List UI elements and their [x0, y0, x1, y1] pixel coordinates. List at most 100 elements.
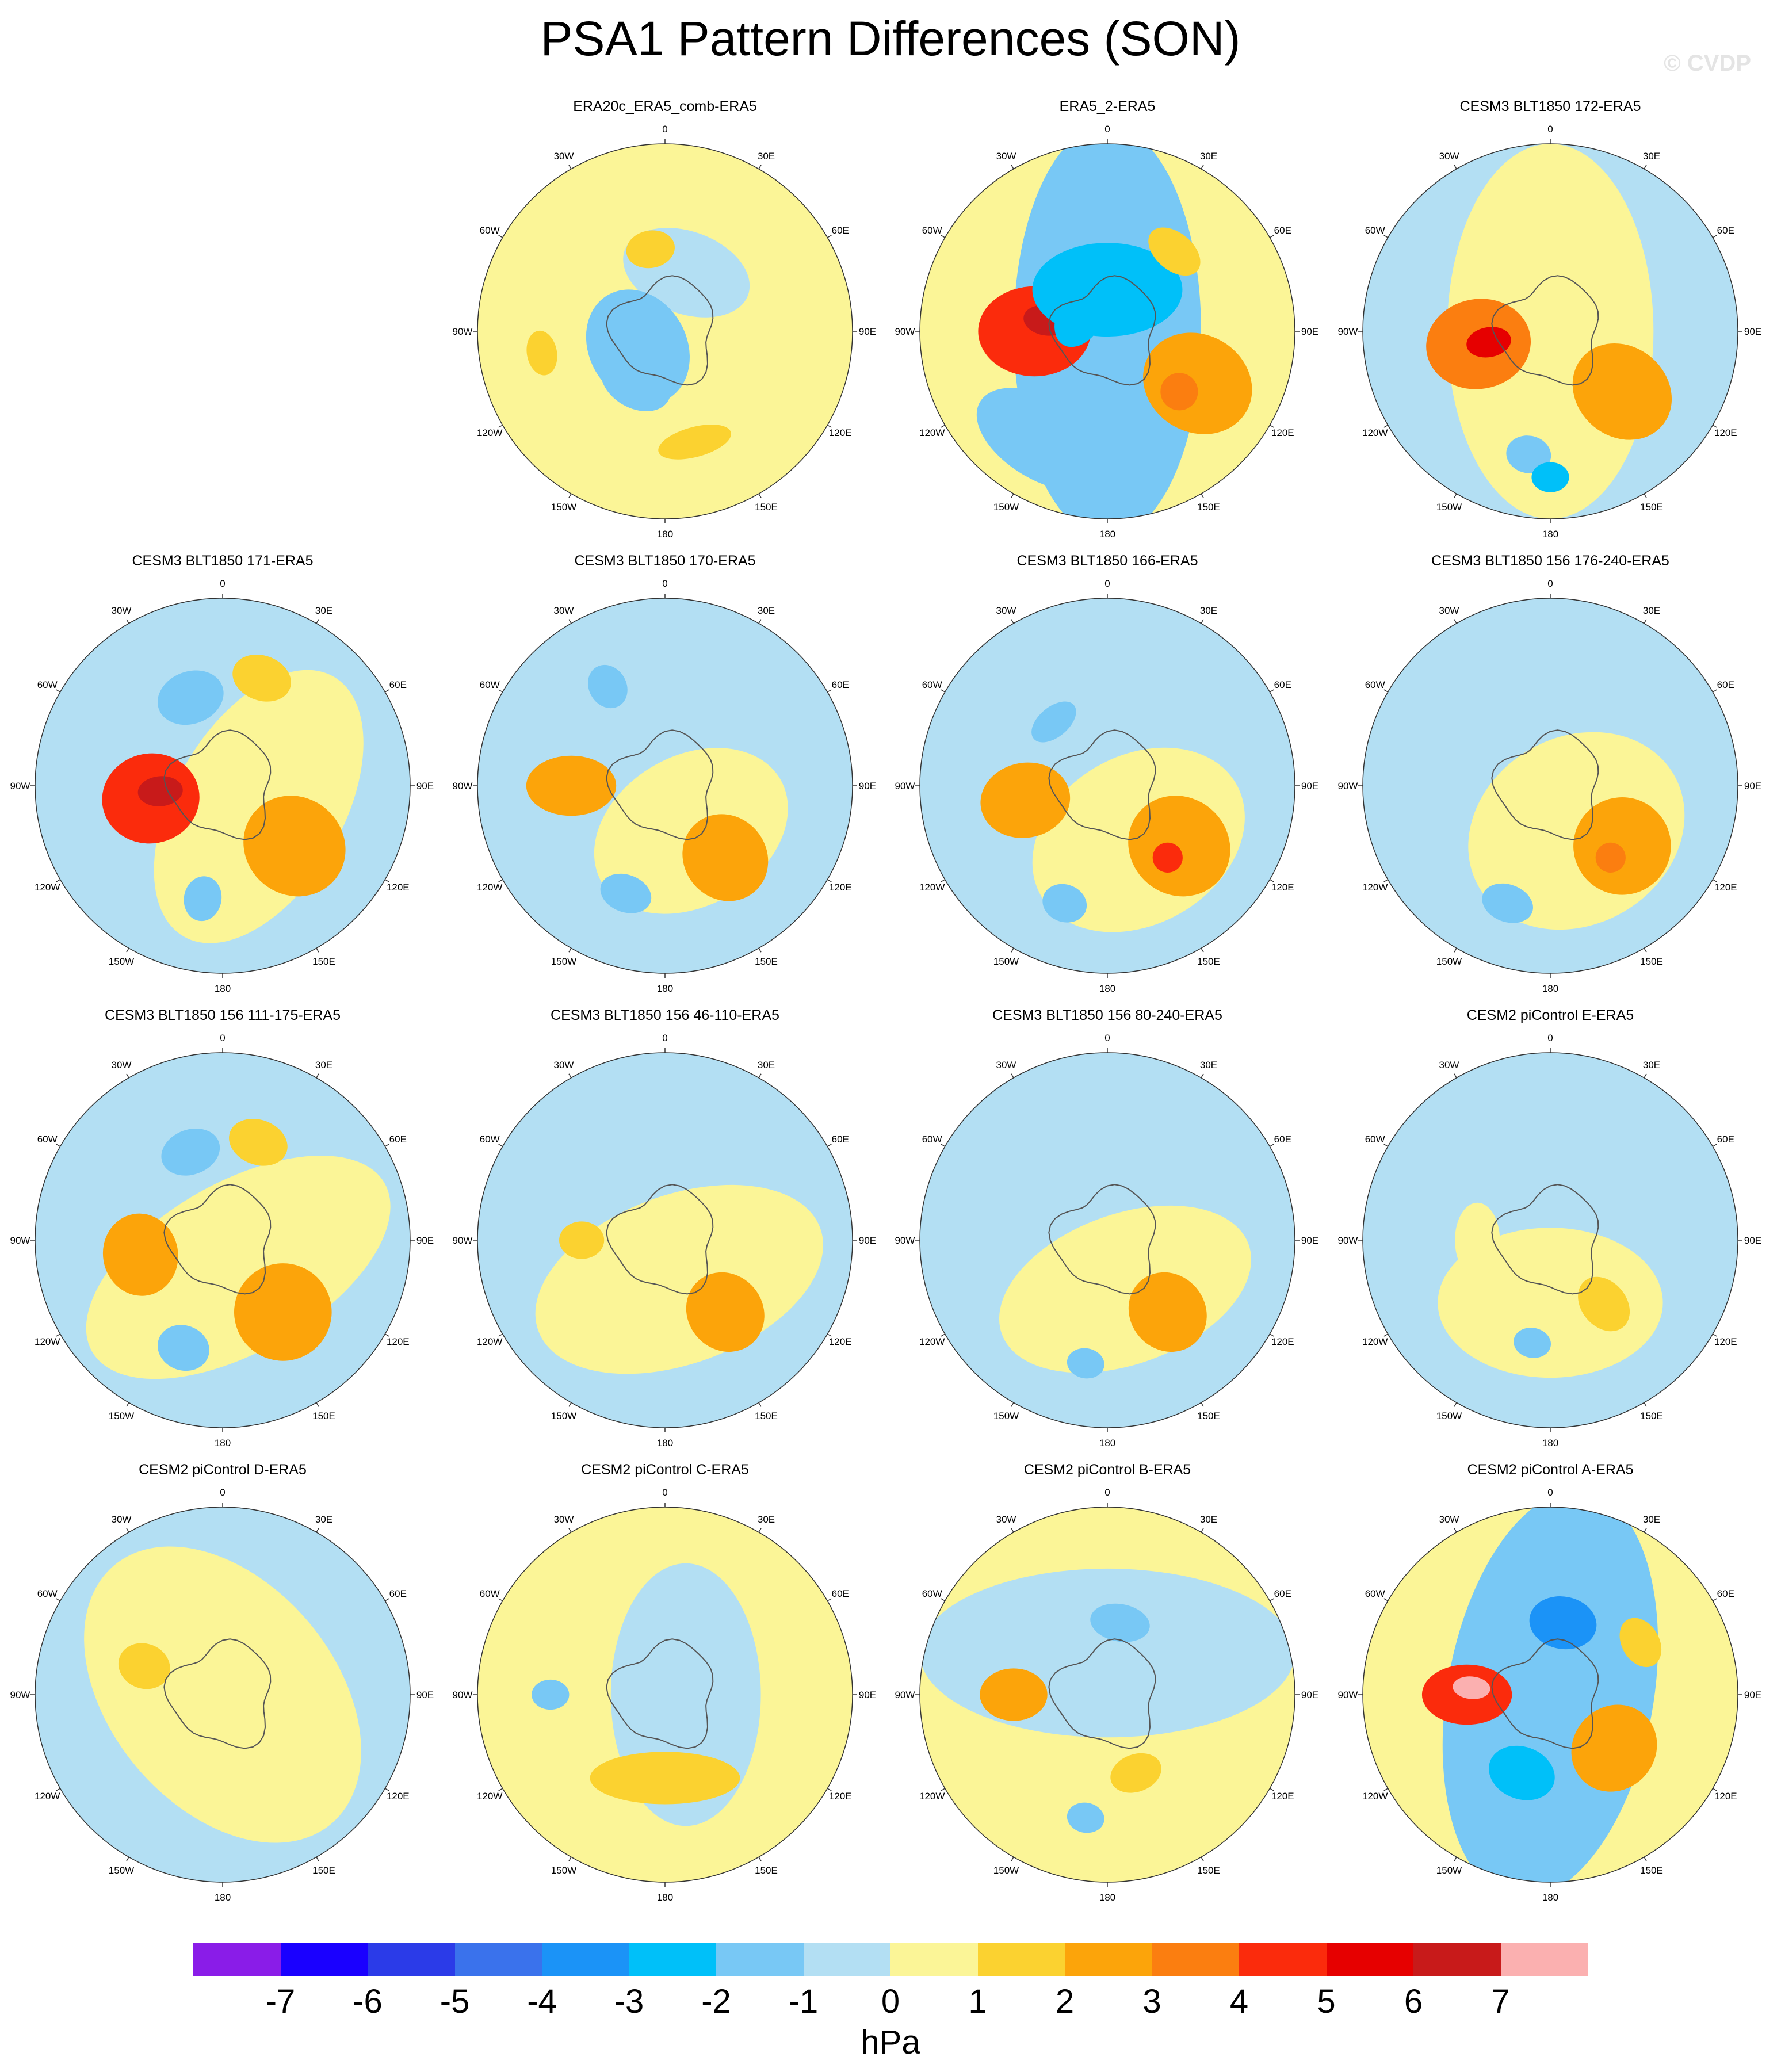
longitude-label: 0: [1547, 124, 1553, 135]
longitude-label: 30W: [1439, 151, 1459, 162]
longitude-tick: [1269, 1598, 1274, 1601]
longitude-label: 150E: [1197, 1410, 1220, 1421]
map-panel: CESM3 BLT1850 156 46-110-ERA5 0 30E 60E 90E 1…: [444, 1006, 886, 1460]
longitude-tick: [56, 1333, 61, 1337]
contour-anomaly: [118, 1643, 170, 1689]
longitude-label: 180: [1542, 1892, 1558, 1903]
longitude-label: 180: [657, 983, 673, 994]
longitude-label: 60W: [922, 1588, 942, 1599]
polar-map: 0 30E 60E 90E 120E 150E 180 150W 120W 90W 60W 30W: [895, 1487, 1319, 1903]
longitude-tick: [1201, 165, 1204, 170]
polar-map: 0 30E 60E 90E 120E 150E 180 150W 120W 90W 60W 30W: [1338, 1033, 1762, 1448]
longitude-label: 0: [1104, 1487, 1110, 1498]
longitude-label: 150W: [551, 502, 576, 513]
longitude-label: 150W: [551, 956, 576, 967]
longitude-tick: [1201, 619, 1204, 624]
longitude-label: 60E: [832, 1134, 849, 1145]
longitude-tick: [316, 1528, 319, 1533]
contour-anomaly: [1573, 797, 1671, 895]
longitude-tick: [941, 1333, 946, 1337]
longitude-tick: [1269, 1788, 1274, 1791]
longitude-label: 60E: [1717, 1134, 1734, 1145]
longitude-label: 90W: [10, 1689, 30, 1700]
longitude-tick: [316, 1073, 319, 1079]
contour-anomaly: [526, 330, 557, 376]
longitude-tick: [1712, 1144, 1717, 1147]
contour-anomaly: [1453, 1676, 1490, 1699]
longitude-tick: [1712, 689, 1717, 693]
longitude-label: 120W: [477, 882, 502, 893]
longitude-label: 120W: [919, 427, 945, 438]
contour-anomaly: [157, 670, 224, 725]
contour-anomaly: [1110, 1753, 1161, 1793]
panel-title: CESM3 BLT1850 156 80-240-ERA5: [992, 1007, 1222, 1023]
contour-anomaly: [532, 1679, 570, 1710]
longitude-label: 30W: [996, 1060, 1016, 1071]
longitude-label: 120E: [387, 1791, 410, 1802]
cvdp-watermark: © CVDP: [1664, 51, 1751, 76]
polar-map: 0 30E 60E 90E 120E 150E 180 150W 120W 90W 60W 30W: [453, 578, 877, 994]
longitude-label: 120E: [387, 1336, 410, 1347]
longitude-tick: [1011, 1528, 1014, 1533]
longitude-tick: [56, 689, 61, 693]
longitude-tick: [1644, 1073, 1647, 1079]
longitude-tick: [1201, 1528, 1204, 1533]
longitude-label: 90W: [453, 326, 473, 337]
antarctica-coastline: [1491, 729, 1599, 840]
longitude-label: 30E: [1200, 1514, 1217, 1525]
longitude-tick: [568, 1073, 572, 1079]
longitude-tick: [1644, 947, 1647, 953]
longitude-label: 120W: [1362, 882, 1388, 893]
longitude-label: 150W: [1436, 956, 1462, 967]
longitude-label: 180: [1099, 1892, 1115, 1903]
longitude-tick: [1011, 1402, 1014, 1407]
colorbar-swatch: [542, 1943, 629, 1976]
longitude-tick: [316, 1402, 319, 1407]
longitude-tick: [941, 1598, 946, 1601]
contour-anomaly: [686, 1272, 765, 1352]
longitude-label: 150W: [1436, 1410, 1462, 1421]
antarctica-coastline: [1491, 275, 1599, 386]
contour-anomaly: [1482, 883, 1533, 923]
longitude-label: 150E: [1640, 1865, 1663, 1876]
map-panel: CESM3 BLT1850 156 176-240-ERA5 0 30E 60E 90E…: [1329, 551, 1772, 1006]
contour-anomaly: [232, 654, 291, 702]
longitude-label: 120E: [1714, 882, 1737, 893]
longitude-tick: [1712, 235, 1717, 238]
contour-anomaly: [1160, 373, 1198, 411]
colorbar-tick-label: -1: [788, 1983, 819, 2020]
colorbar-swatch: [629, 1943, 717, 1976]
longitude-label: 90W: [453, 1235, 473, 1246]
longitude-label: 120W: [919, 1336, 945, 1347]
longitude-tick: [1454, 493, 1457, 498]
longitude-label: 0: [1104, 1033, 1110, 1043]
longitude-label: 150E: [1640, 956, 1663, 967]
panel-title: CESM3 BLT1850 170-ERA5: [574, 553, 756, 569]
panel-title: CESM2 piControl C-ERA5: [581, 1462, 749, 1478]
longitude-tick: [1383, 1333, 1389, 1337]
contour-anomaly: [1572, 343, 1672, 440]
longitude-label: 90E: [1301, 1689, 1318, 1700]
longitude-tick: [56, 1788, 61, 1791]
longitude-label: 60W: [480, 225, 500, 236]
longitude-label: 90W: [1338, 326, 1358, 337]
longitude-label: 90E: [1744, 781, 1761, 792]
antarctica-coastline: [1491, 1184, 1599, 1295]
longitude-tick: [126, 1402, 129, 1407]
contour-anomaly: [526, 755, 617, 816]
longitude-tick: [1011, 493, 1014, 498]
longitude-tick: [1644, 619, 1647, 624]
longitude-label: 30W: [112, 1060, 132, 1071]
longitude-tick: [384, 1144, 389, 1147]
longitude-label: 150W: [993, 502, 1019, 513]
contour-anomaly: [1067, 1348, 1104, 1379]
longitude-label: 150W: [993, 1410, 1019, 1421]
colorbar-tick-label: 2: [1055, 1983, 1075, 2020]
colorbar-tick-label: 7: [1491, 1983, 1510, 2020]
longitude-label: 60W: [1365, 679, 1385, 690]
longitude-label: 30E: [758, 151, 775, 162]
longitude-label: 180: [215, 1438, 231, 1448]
map-panel: CESM3 BLT1850 170-ERA5 0 30E 60E 90E 120E 150E…: [444, 551, 886, 1006]
contour-anomaly: [234, 1263, 332, 1361]
longitude-label: 30W: [554, 1514, 574, 1525]
